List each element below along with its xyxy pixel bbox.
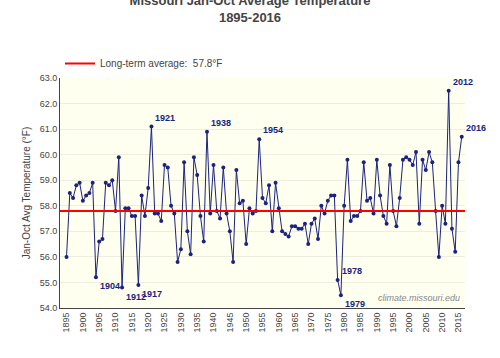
svg-text:2005: 2005 (421, 313, 431, 333)
svg-text:1978: 1978 (342, 266, 362, 276)
svg-text:1985: 1985 (355, 313, 365, 333)
svg-text:1895: 1895 (61, 313, 71, 333)
svg-text:Missouri Jan-Oct Average Tempe: Missouri Jan-Oct Average Temperature1895… (130, 0, 371, 25)
svg-text:2016: 2016 (466, 123, 486, 133)
svg-text:Jan-Oct Avg Temperature (°F): Jan-Oct Avg Temperature (°F) (21, 127, 32, 260)
svg-text:55.0: 55.0 (40, 278, 58, 288)
svg-text:1910: 1910 (110, 313, 120, 333)
svg-text:1917: 1917 (142, 289, 162, 299)
svg-text:1930: 1930 (176, 313, 186, 333)
svg-text:1915: 1915 (127, 313, 137, 333)
svg-text:58.0: 58.0 (40, 201, 58, 211)
svg-text:59.0: 59.0 (40, 175, 58, 185)
svg-text:1970: 1970 (306, 313, 316, 333)
svg-text:63.0: 63.0 (40, 73, 58, 83)
svg-text:62.0: 62.0 (40, 99, 58, 109)
svg-text:1920: 1920 (143, 313, 153, 333)
svg-text:1955: 1955 (257, 313, 267, 333)
svg-text:2010: 2010 (437, 313, 447, 333)
svg-text:1940: 1940 (208, 313, 218, 333)
svg-text:climate.missouri.edu: climate.missouri.edu (378, 293, 460, 303)
svg-text:Long-term average: 57.8°F: Long-term average: 57.8°F (100, 58, 222, 69)
svg-text:2015: 2015 (453, 313, 463, 333)
svg-text:1938: 1938 (211, 118, 231, 128)
svg-text:54.0: 54.0 (40, 303, 58, 313)
svg-text:1900: 1900 (78, 313, 88, 333)
svg-text:1912: 1912 (126, 292, 146, 302)
svg-text:1980: 1980 (339, 313, 349, 333)
svg-text:1904: 1904 (100, 281, 120, 291)
svg-text:1990: 1990 (372, 313, 382, 333)
svg-text:61.0: 61.0 (40, 124, 58, 134)
svg-text:1995: 1995 (388, 313, 398, 333)
svg-text:1935: 1935 (192, 313, 202, 333)
svg-text:2000: 2000 (404, 313, 414, 333)
svg-text:1954: 1954 (263, 125, 283, 135)
svg-text:1950: 1950 (241, 313, 251, 333)
svg-text:1925: 1925 (159, 313, 169, 333)
svg-text:1979: 1979 (345, 299, 365, 309)
svg-text:1960: 1960 (274, 313, 284, 333)
svg-text:1921: 1921 (155, 113, 175, 123)
svg-text:60.0: 60.0 (40, 150, 58, 160)
svg-text:1975: 1975 (323, 313, 333, 333)
svg-text:1945: 1945 (225, 313, 235, 333)
svg-text:2012: 2012 (453, 77, 473, 87)
svg-text:57.0: 57.0 (40, 226, 58, 236)
svg-text:56.0: 56.0 (40, 252, 58, 262)
svg-text:1905: 1905 (94, 313, 104, 333)
svg-text:1965: 1965 (290, 313, 300, 333)
